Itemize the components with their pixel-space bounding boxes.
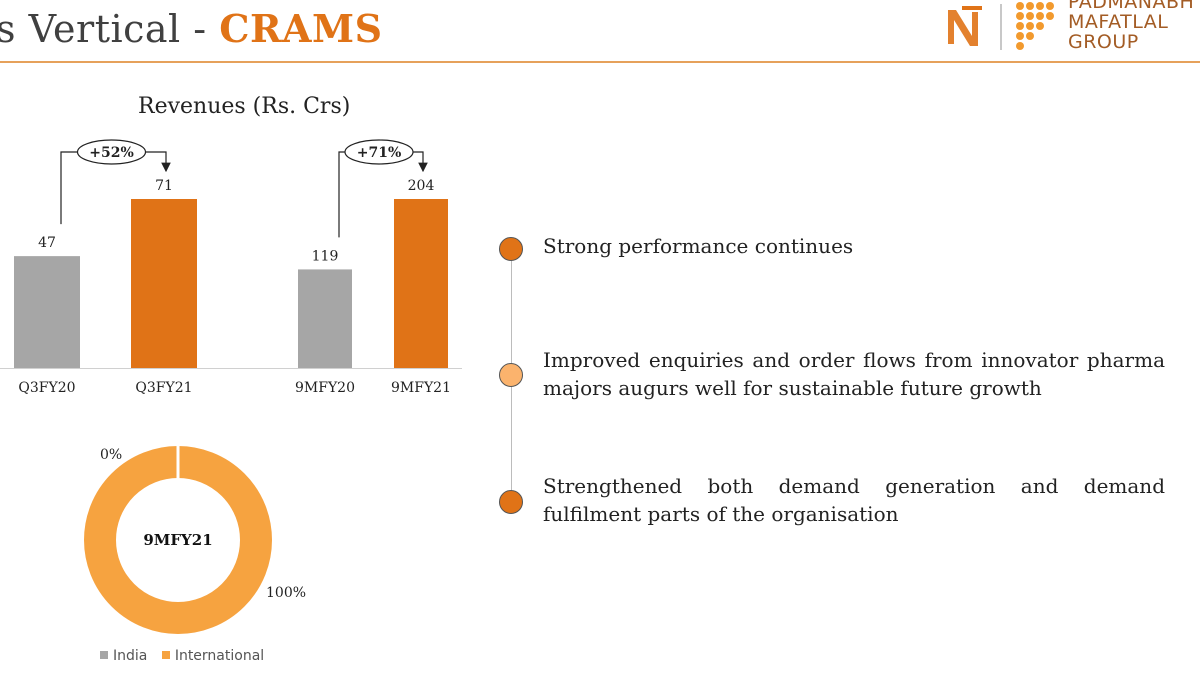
logo-mark-icon	[948, 2, 1054, 50]
logo-line-3: GROUP	[1068, 31, 1139, 53]
timeline-connector	[511, 250, 512, 502]
legend-swatch-india	[100, 651, 108, 659]
revenue-charts: 47 Q3FY20 71 Q3FY21 +52% 119 9MFY20 204 9MFY21 +7…	[0, 139, 462, 634]
legend-label-india: India	[113, 648, 148, 664]
category-label-q3fy20: Q3FY20	[18, 380, 75, 396]
growth-badge-q3	[76, 139, 147, 165]
value-label-9mfy21: 204	[408, 178, 435, 194]
category-label-9mfy20: 9MFY20	[295, 380, 355, 396]
bar-q3fy20	[14, 256, 80, 368]
growth-badge-9m	[344, 139, 414, 165]
growth-label-q3: +52%	[89, 145, 134, 161]
logo-line-1: PADMANABH	[1068, 0, 1195, 13]
bar-q3fy21	[131, 199, 197, 368]
title-accent: CRAMS	[219, 6, 383, 51]
company-logo: PADMANABH MAFATLAL GROUP	[942, 0, 1200, 58]
bullet-text-3: Strengthened both demand generation and …	[543, 474, 1165, 526]
bar-9mfy20	[298, 269, 352, 368]
category-label-9mfy21: 9MFY21	[391, 380, 451, 396]
bullet-text-2: Improved enquiries and order flows from …	[543, 348, 1165, 400]
growth-label-9m: +71%	[357, 145, 402, 161]
value-label-q3fy20: 47	[38, 235, 56, 251]
title-divider	[0, 61, 1200, 63]
value-label-q3fy21: 71	[155, 178, 173, 194]
logo-text: PADMANABH MAFATLAL GROUP	[1068, 0, 1194, 52]
bullet-dot-3	[499, 490, 523, 514]
slide-title: s Vertical - CRAMS	[0, 6, 383, 51]
bullet-dot-1	[499, 237, 523, 261]
donut-legend: India International	[100, 648, 274, 664]
donut-value-label-india: 0%	[100, 447, 122, 463]
bullet-text-1: Strong performance continues	[543, 234, 854, 258]
value-label-9mfy20: 119	[312, 248, 339, 264]
chart-title: Revenues (Rs. Crs)	[138, 94, 351, 119]
legend-item-international: International	[161, 648, 265, 664]
bullet-dot-2	[499, 363, 523, 387]
legend-item-india: India	[100, 648, 147, 664]
donut-center-label: 9MFY21	[143, 531, 212, 549]
bar-9mfy21	[394, 199, 448, 368]
title-prefix: s Vertical -	[0, 7, 220, 51]
category-label-q3fy21: Q3FY21	[135, 380, 192, 396]
logo-line-2: MAFATLAL	[1068, 11, 1169, 33]
legend-swatch-international	[161, 651, 170, 659]
legend-label-international: International	[174, 648, 265, 664]
donut-value-label-international: 100%	[266, 585, 306, 601]
